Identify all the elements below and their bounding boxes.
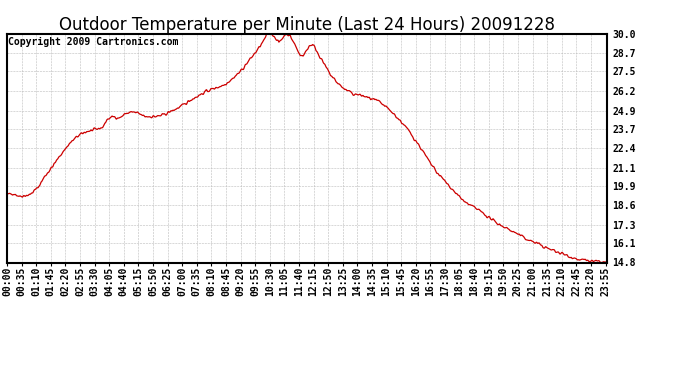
Text: Copyright 2009 Cartronics.com: Copyright 2009 Cartronics.com bbox=[8, 37, 179, 47]
Title: Outdoor Temperature per Minute (Last 24 Hours) 20091228: Outdoor Temperature per Minute (Last 24 … bbox=[59, 16, 555, 34]
